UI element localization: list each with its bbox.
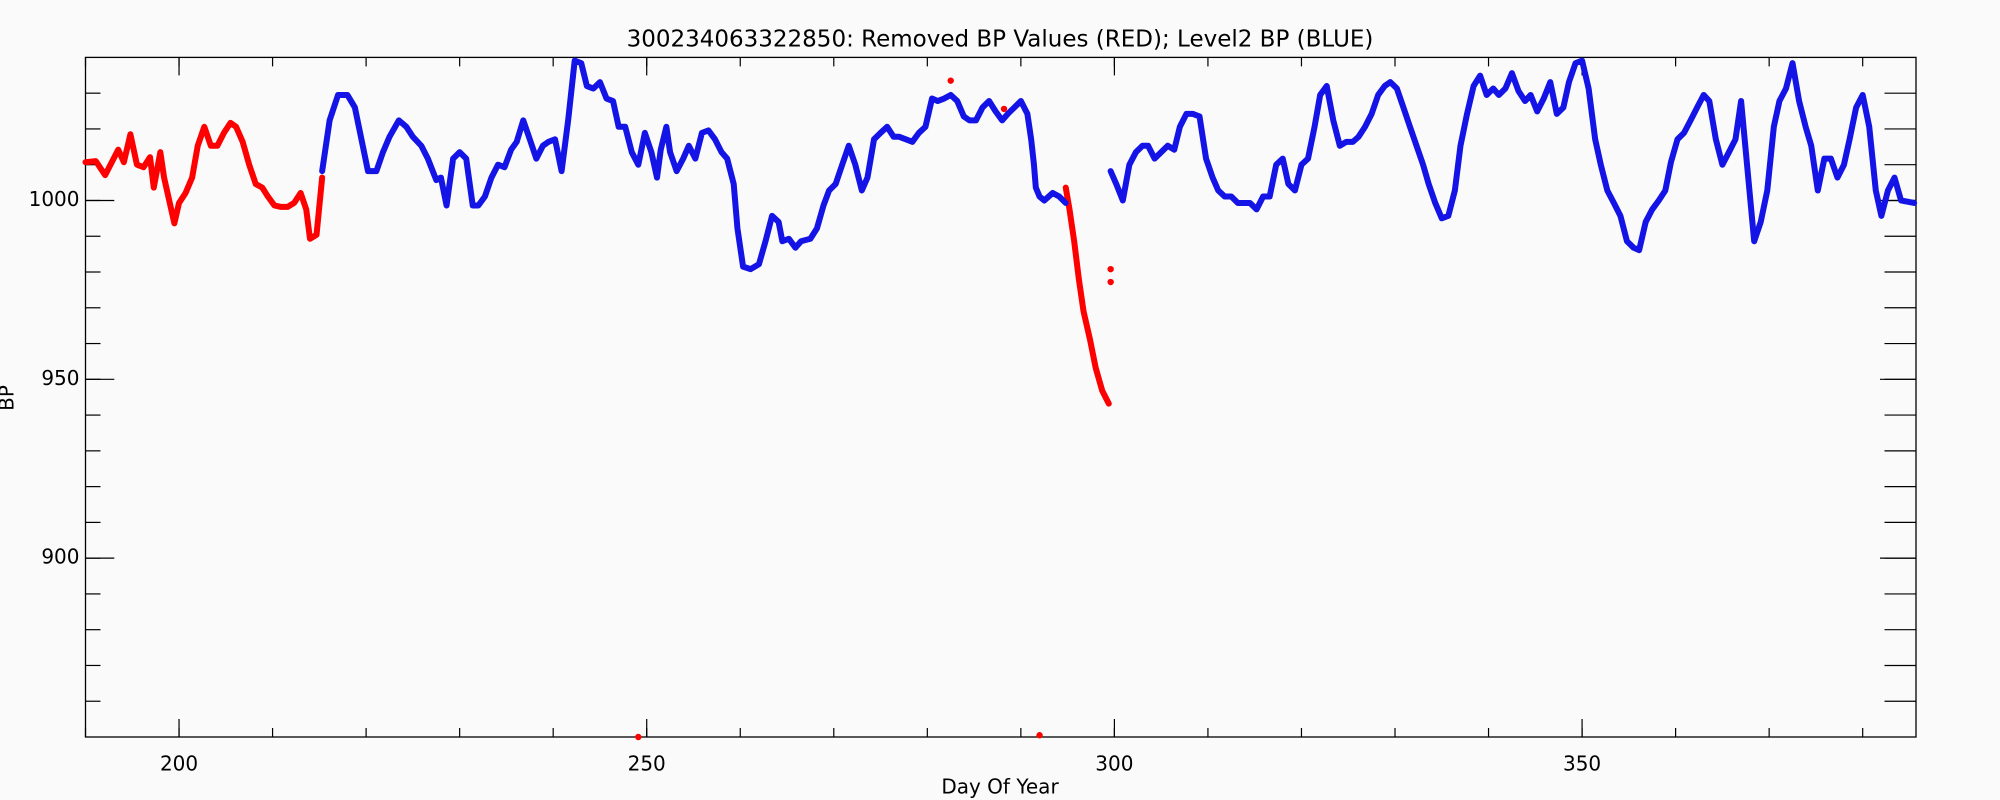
y-axis-label: BP: [0, 385, 19, 411]
data-point: [1107, 278, 1114, 286]
data-point: [1036, 732, 1043, 739]
data-trace: [1062, 184, 1112, 407]
x-tick-label: 250: [628, 752, 666, 776]
data-point: [1000, 105, 1008, 113]
x-tick-label: 300: [1095, 752, 1133, 776]
y-tick-label: 950: [41, 366, 79, 390]
chart-title: 300234063322850: Removed BP Values (RED)…: [627, 27, 1374, 53]
data-trace: [82, 119, 326, 242]
x-tick-label: 350: [1563, 752, 1601, 776]
x-axis-label: Day Of Year: [941, 775, 1059, 799]
data-point: [947, 77, 954, 84]
y-tick-label: 900: [41, 545, 79, 569]
plot-frame: [84, 56, 1917, 738]
data-trace: [319, 57, 1069, 273]
data-point: [635, 733, 642, 741]
data-trace: [1107, 57, 1918, 254]
x-tick-label: 200: [160, 752, 198, 776]
data-point: [1107, 265, 1114, 273]
y-tick-label: 1000: [29, 187, 80, 211]
